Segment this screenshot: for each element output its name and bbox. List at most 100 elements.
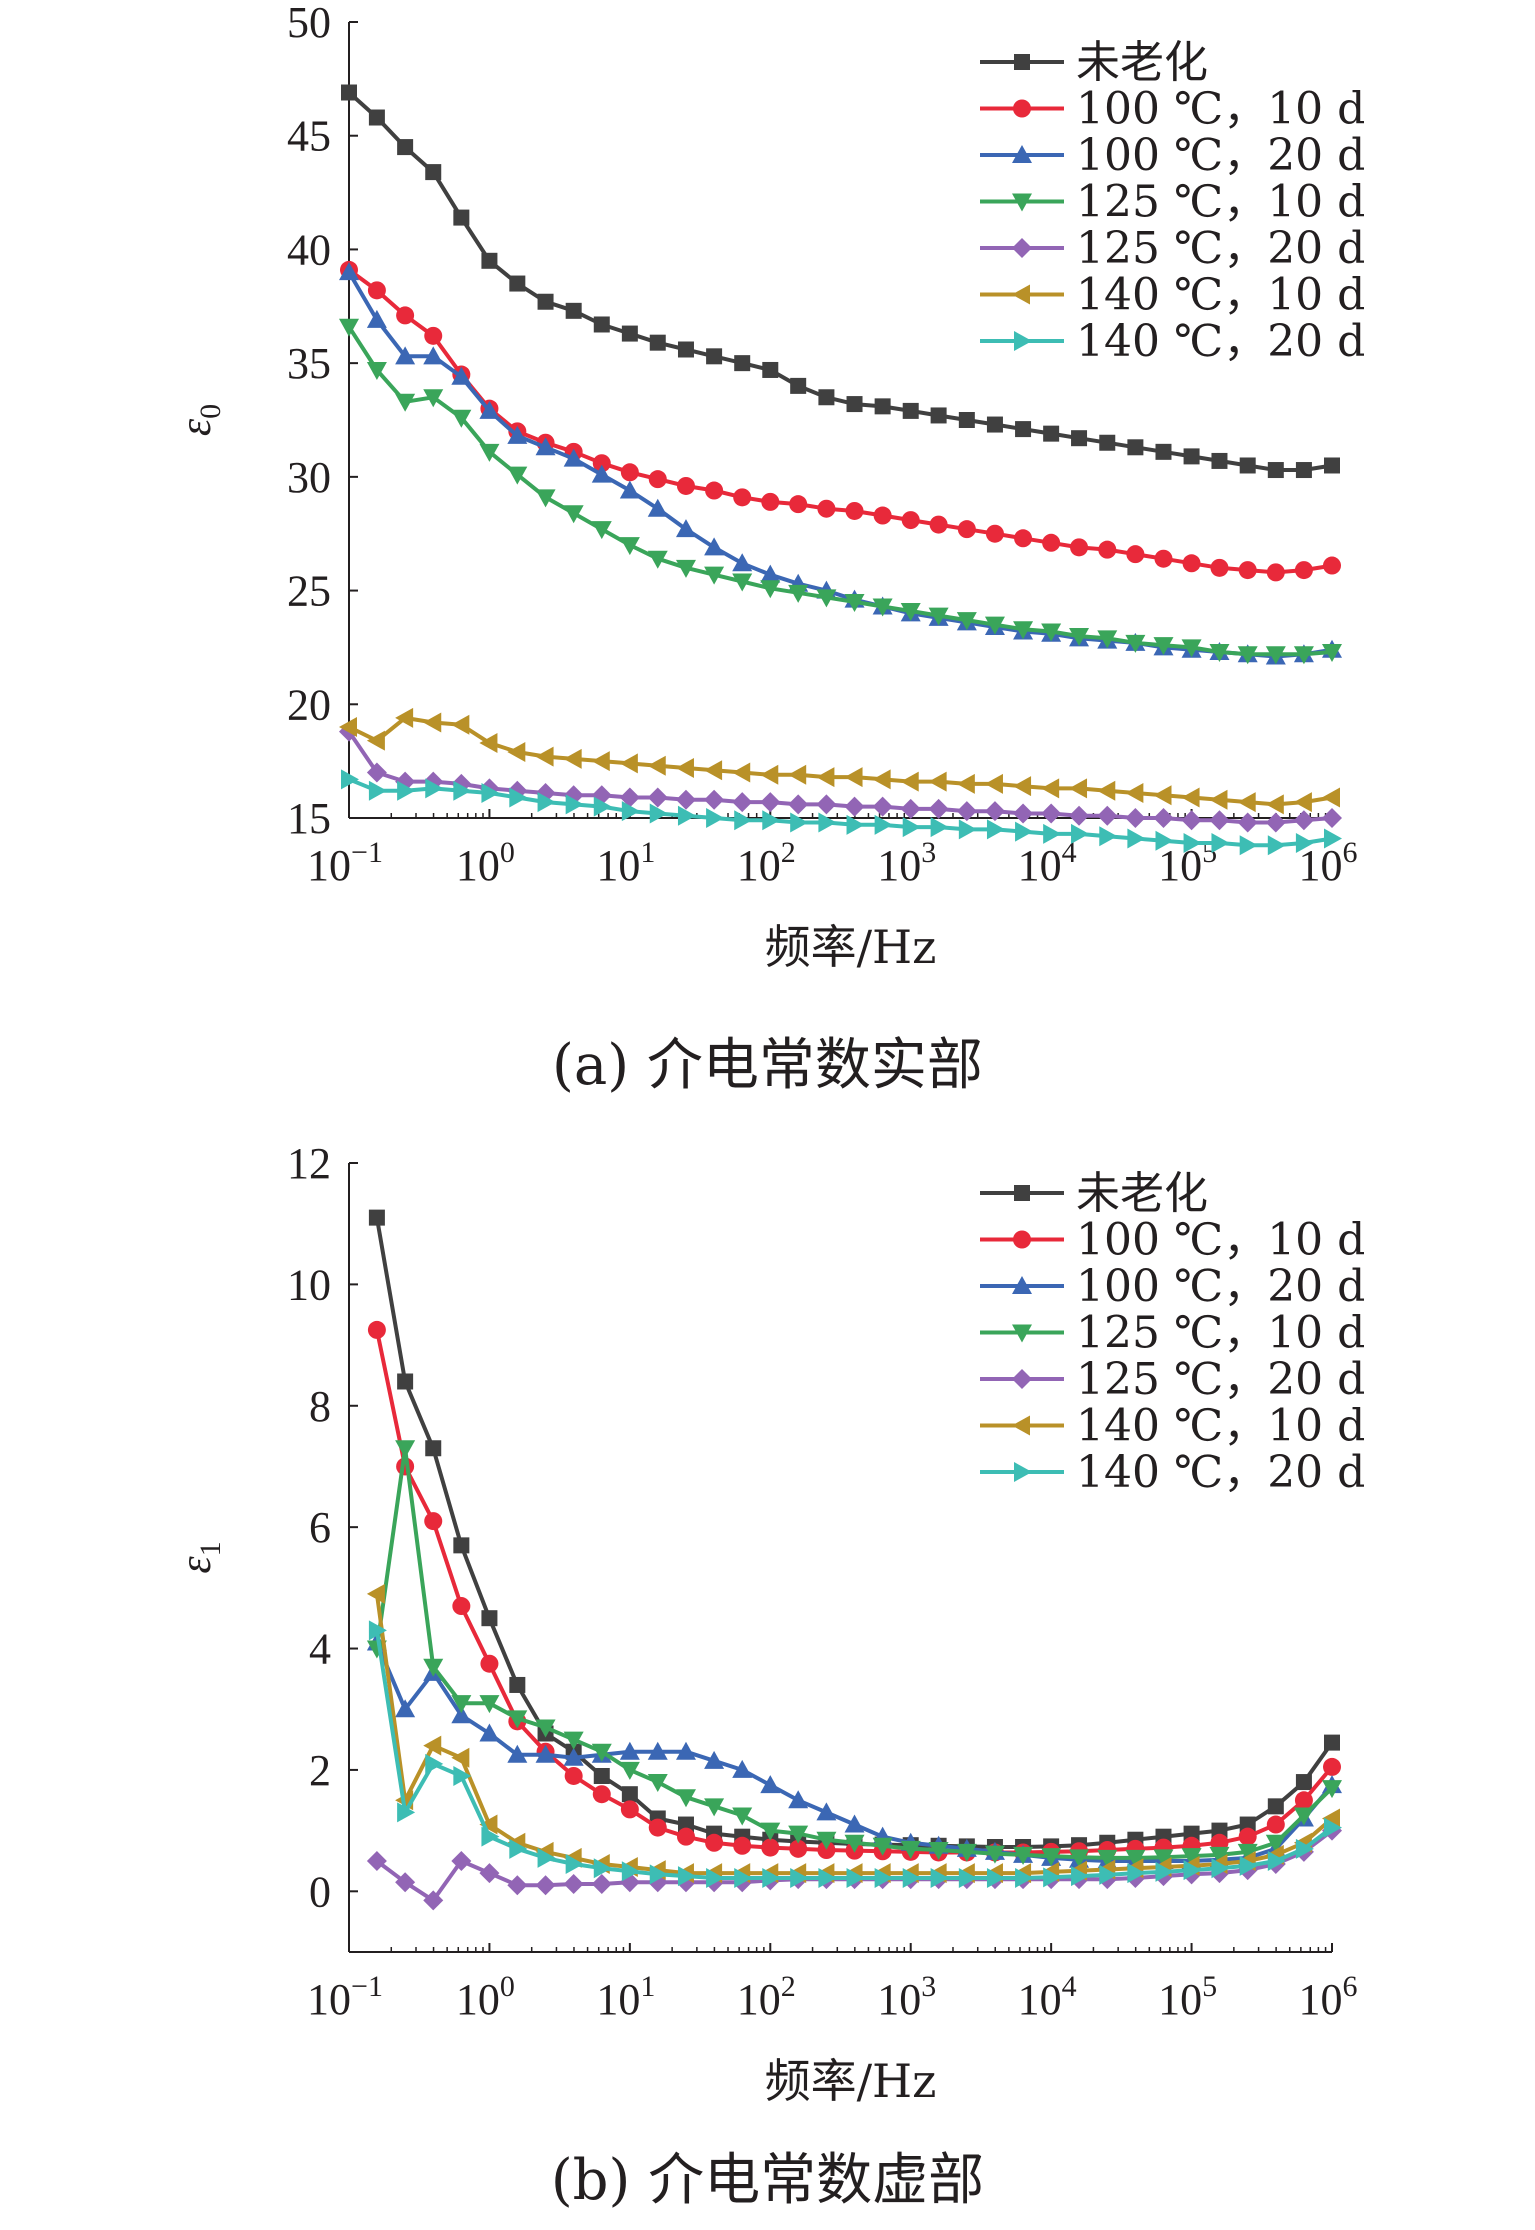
data-point (1043, 1867, 1062, 1888)
data-point (395, 393, 416, 412)
data-point (844, 1814, 865, 1833)
data-point (1041, 803, 1062, 824)
data-point (846, 1867, 865, 1888)
data-point (591, 521, 612, 540)
legend-label: 140 ℃，20 d (1076, 316, 1365, 367)
data-point (649, 334, 666, 351)
data-point (1324, 457, 1340, 474)
legend-label: 未老化 (1076, 37, 1208, 88)
legend-item: 125 ℃，10 d (980, 177, 1365, 228)
data-point (453, 780, 472, 801)
data-point (425, 1440, 442, 1457)
data-point (760, 792, 781, 813)
data-point (844, 767, 863, 788)
legend-label: 125 ℃，10 d (1076, 1308, 1365, 1359)
data-point (1127, 828, 1146, 849)
data-point (397, 1802, 416, 1823)
data-point (872, 769, 891, 790)
data-point (1322, 643, 1342, 662)
legend-label: 100 ℃，20 d (1076, 130, 1365, 181)
data-point (1183, 1825, 1200, 1842)
data-point (900, 603, 921, 622)
data-point (1097, 805, 1118, 826)
data-point (760, 564, 781, 583)
legend-label: 140 ℃，20 d (1076, 1447, 1365, 1498)
data-point (563, 448, 584, 467)
data-point (1099, 826, 1118, 847)
data-point (619, 480, 640, 499)
x-tick-label: 103 (877, 836, 936, 890)
data-point (424, 1512, 443, 1531)
chart-a-caption: (a) 介电常数实部 (552, 1033, 983, 1098)
legend-marker (1012, 193, 1032, 212)
data-point (647, 787, 668, 808)
data-point (1013, 1846, 1034, 1865)
data-point (1015, 1867, 1034, 1888)
chart-b-plot: 0 2 4 6 8 10 12 10−1 100 101 102 103 104 105 106 频率/Hz ε… (171, 1139, 1365, 2108)
data-point (675, 1789, 696, 1808)
x-tick-label: 105 (1158, 1970, 1217, 2024)
data-point (507, 425, 528, 444)
data-point (1267, 1850, 1286, 1871)
x-tick-label: 101 (596, 1970, 655, 2024)
legend-label: 125 ℃，10 d (1076, 177, 1365, 228)
data-point (788, 584, 809, 603)
data-point (367, 1320, 386, 1339)
data-point (647, 550, 668, 569)
data-point (480, 1654, 499, 1673)
data-point (788, 1825, 809, 1844)
data-point (397, 780, 416, 801)
data-point (368, 1209, 385, 1226)
data-point (1041, 1848, 1062, 1867)
data-point (872, 796, 893, 817)
legend-item: 140 ℃，10 d (980, 1401, 1365, 1452)
data-point (1323, 1757, 1341, 1776)
data-point (1323, 556, 1341, 575)
data-point (451, 366, 472, 385)
data-point (761, 1838, 780, 1857)
data-point (621, 1786, 638, 1803)
data-point (423, 1890, 444, 1911)
y-tick-label: 12 (287, 1139, 331, 1188)
data-point (453, 1537, 470, 1554)
data-point (957, 520, 976, 539)
series-line (347, 325, 1333, 657)
data-point (930, 1867, 949, 1888)
data-point (621, 325, 638, 342)
data-point (1293, 810, 1314, 831)
data-point (592, 454, 611, 473)
data-point (479, 732, 498, 753)
data-point (563, 748, 582, 769)
data-point (760, 1775, 781, 1794)
data-point (1237, 812, 1258, 833)
data-point (649, 1864, 668, 1885)
data-point (1015, 821, 1034, 842)
data-point (647, 1774, 668, 1793)
data-point (1322, 787, 1340, 808)
data-point (619, 787, 640, 808)
data-point (1266, 1815, 1285, 1834)
data-point (1183, 448, 1200, 465)
data-point (1155, 443, 1172, 460)
data-point (1097, 1849, 1118, 1868)
data-point (985, 524, 1004, 543)
legend-marker (1012, 238, 1032, 258)
data-point (706, 348, 723, 365)
data-point (591, 751, 610, 772)
data-point (1041, 623, 1062, 642)
y-tick-label: 20 (287, 680, 331, 729)
data-point (1324, 1734, 1340, 1751)
legend-item: 100 ℃，10 d (980, 84, 1365, 135)
data-point (451, 1850, 472, 1871)
data-point (1237, 792, 1256, 813)
data-point (395, 707, 414, 728)
data-point (817, 1841, 836, 1860)
data-point (846, 396, 863, 413)
data-point (762, 1867, 781, 1888)
legend-marker (1014, 331, 1032, 351)
legend-item: 125 ℃，10 d (980, 1308, 1365, 1359)
data-point (677, 805, 696, 826)
y-tick-label: 0 (309, 1867, 331, 1916)
data-point (706, 808, 725, 828)
